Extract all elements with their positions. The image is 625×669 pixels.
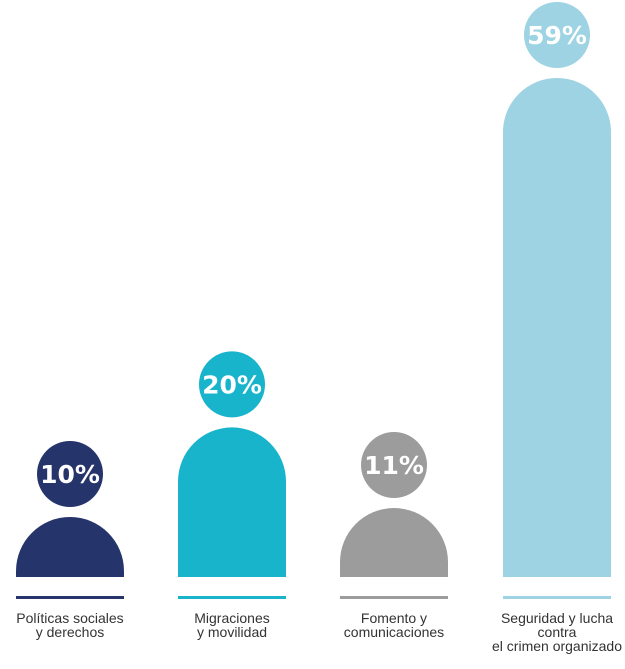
value-bubble <box>524 2 590 68</box>
value-bubble <box>37 441 103 507</box>
data-label: 11% <box>364 451 424 480</box>
category-label: Seguridad y lucha contra el crimen organiz… <box>492 610 622 654</box>
bar-baseline <box>340 596 448 599</box>
data-label: 20% <box>202 370 262 399</box>
value-bubble <box>361 432 427 499</box>
category-label-line: el crimen organizado <box>492 638 622 654</box>
bar <box>178 427 286 577</box>
category-label: Migraciones y movilidad <box>194 610 269 640</box>
category-label: Políticas sociales y derechos <box>16 610 123 640</box>
bar-baseline <box>178 596 286 599</box>
category-label-line: Fomento y <box>361 610 427 626</box>
category-label-line: comunicaciones <box>344 624 444 640</box>
bar <box>503 78 611 577</box>
data-label: 59% <box>527 21 587 50</box>
data-label: 10% <box>40 460 100 489</box>
bar-baseline <box>503 596 611 599</box>
category-label-line: y derechos <box>36 624 104 640</box>
bar <box>340 508 448 577</box>
bar <box>16 517 124 577</box>
category-label-line: y movilidad <box>197 624 267 640</box>
bar-baseline <box>16 596 124 599</box>
category-label-line: Migraciones <box>194 610 269 626</box>
category-label-line: Seguridad y lucha <box>501 610 613 626</box>
value-bubble <box>199 351 265 418</box>
category-label-line: contra <box>538 624 577 640</box>
category-label: Fomento y comunicaciones <box>344 610 444 640</box>
category-label-line: Políticas sociales <box>16 610 123 626</box>
